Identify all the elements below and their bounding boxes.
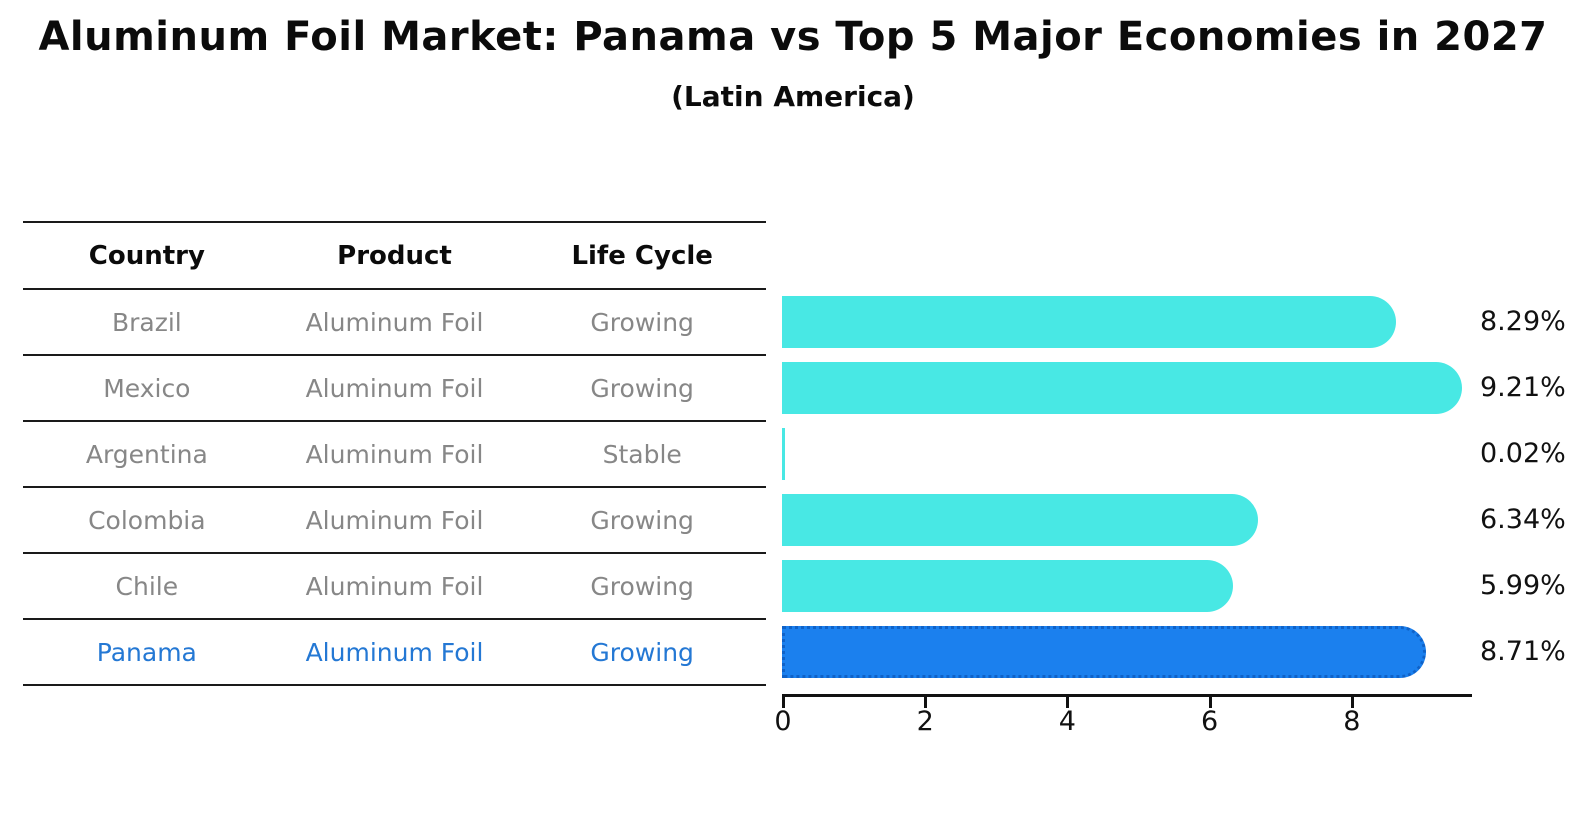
cell-lifecycle: Growing xyxy=(590,307,694,337)
table-row-mexico: Mexico Aluminum Foil Growing xyxy=(23,356,766,422)
value-label-brazil: 8.29% xyxy=(1480,306,1566,337)
cell-product: Aluminum Foil xyxy=(305,307,484,337)
cell-country: Brazil xyxy=(111,307,182,337)
x-tick-label-8: 8 xyxy=(1343,706,1361,737)
table-row-panama: Panama Aluminum Foil Growing xyxy=(23,620,766,686)
value-label-chile: 5.99% xyxy=(1480,570,1566,601)
column-header-product: Product xyxy=(337,240,452,271)
value-label-colombia: 6.34% xyxy=(1480,504,1566,535)
table-row-brazil: Brazil Aluminum Foil Growing xyxy=(23,290,766,356)
cell-lifecycle: Stable xyxy=(602,439,682,469)
x-tick-label-4: 4 xyxy=(1058,706,1076,737)
bar-brazil xyxy=(782,296,1396,348)
value-label-mexico: 9.21% xyxy=(1480,372,1566,403)
cell-product: Aluminum Foil xyxy=(305,571,484,601)
column-header-country: Country xyxy=(88,240,205,271)
bar-mexico xyxy=(782,362,1462,414)
x-tick-2 xyxy=(924,697,928,708)
cell-country: Colombia xyxy=(88,505,206,535)
cell-country: Mexico xyxy=(103,373,191,403)
cell-country: Panama xyxy=(96,637,197,667)
x-tick-label-0: 0 xyxy=(774,706,792,737)
cell-product: Aluminum Foil xyxy=(305,373,484,403)
column-header-lifecycle: Life Cycle xyxy=(571,240,713,271)
x-tick-4 xyxy=(1066,697,1070,708)
x-tick-8 xyxy=(1350,697,1354,708)
cell-lifecycle: Growing xyxy=(590,637,694,667)
bar-panama xyxy=(782,626,1426,678)
x-tick-6 xyxy=(1208,697,1212,708)
cell-product: Aluminum Foil xyxy=(305,505,484,535)
cell-country: Argentina xyxy=(85,439,208,469)
x-tick-label-2: 2 xyxy=(916,706,934,737)
value-label-argentina: 0.02% xyxy=(1480,438,1566,469)
cell-lifecycle: Growing xyxy=(590,571,694,601)
x-axis-line xyxy=(782,694,1472,697)
country-table: Country Product Life Cycle Brazil Aluminu… xyxy=(23,221,766,686)
chart-title: Aluminum Foil Market: Panama vs Top 5 Ma… xyxy=(38,14,1548,60)
bar-colombia xyxy=(782,494,1258,546)
table-row-chile: Chile Aluminum Foil Growing xyxy=(23,554,766,620)
cell-lifecycle: Growing xyxy=(590,505,694,535)
value-label-panama: 8.71% xyxy=(1480,636,1566,667)
table-header-row: Country Product Life Cycle xyxy=(23,223,766,290)
table-row-argentina: Argentina Aluminum Foil Stable xyxy=(23,422,766,488)
x-tick-0 xyxy=(782,697,785,708)
bar-argentina xyxy=(782,428,785,480)
chart-subtitle: (Latin America) xyxy=(671,80,915,113)
table-row-colombia: Colombia Aluminum Foil Growing xyxy=(23,488,766,554)
cell-lifecycle: Growing xyxy=(590,373,694,403)
cell-country: Chile xyxy=(115,571,179,601)
bar-chile xyxy=(782,560,1233,612)
cell-product: Aluminum Foil xyxy=(305,439,484,469)
x-tick-label-6: 6 xyxy=(1201,706,1219,737)
cell-product: Aluminum Foil xyxy=(305,637,484,667)
